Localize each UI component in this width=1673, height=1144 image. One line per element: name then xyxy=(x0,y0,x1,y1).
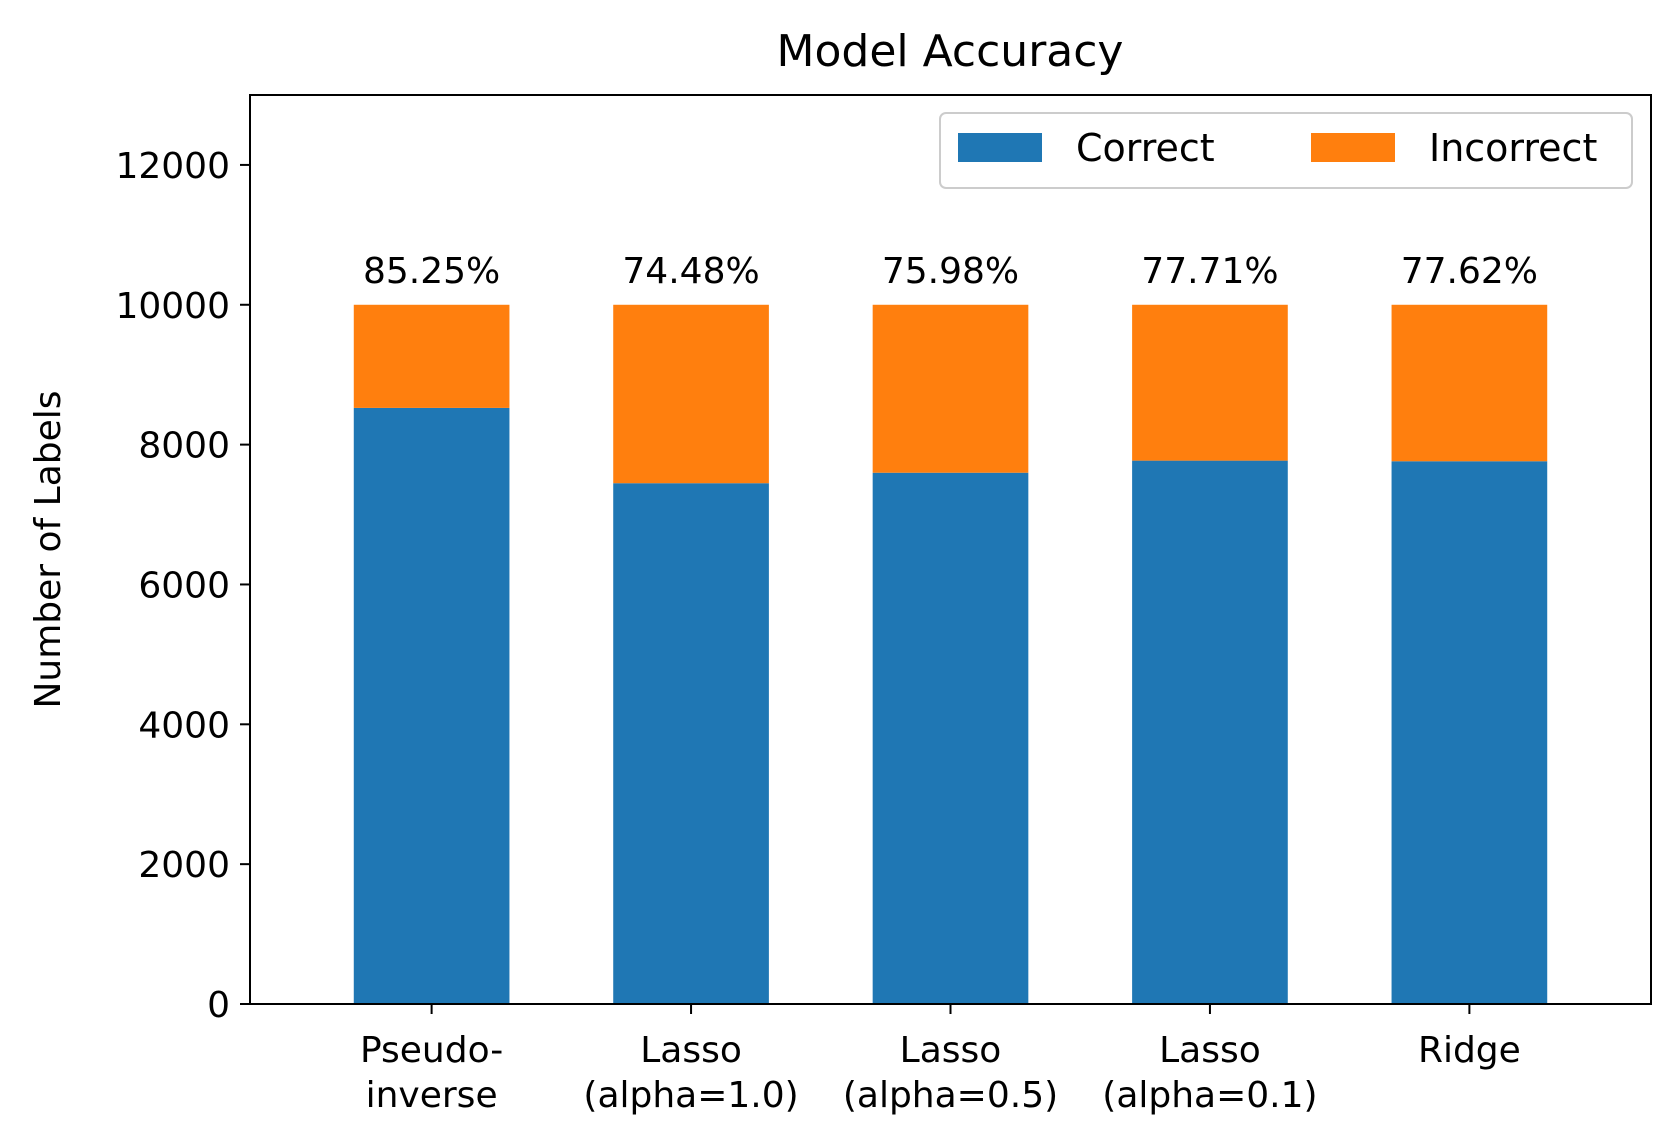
x-tick-label-3: Lasso (alpha=0.1) xyxy=(1102,1030,1317,1116)
legend-swatch-correct xyxy=(958,133,1042,162)
legend-swatch-incorrect xyxy=(1311,133,1395,162)
bar-correct-4 xyxy=(1391,461,1548,1004)
y-tick-label-5: 10000 xyxy=(115,286,230,327)
y-axis: 0 2000 4000 6000 8000 10000 12000 xyxy=(115,146,250,1026)
bar-percentage-label-4: 77.62% xyxy=(1401,251,1538,292)
legend-box xyxy=(939,112,1633,189)
x-tick-label-4: Ridge xyxy=(1418,1030,1521,1071)
bar-correct-0 xyxy=(353,407,510,1004)
x-tick-label-0: Pseudo-inverse xyxy=(360,1030,503,1116)
bar-percentage-label-0: 85.25% xyxy=(363,251,500,292)
legend-label-correct: Correct xyxy=(1076,126,1215,170)
bar-percentage-label-3: 77.71% xyxy=(1141,251,1278,292)
legend-label-incorrect: Incorrect xyxy=(1429,126,1597,170)
chart-title: Model Accuracy xyxy=(777,26,1124,77)
bar-correct-1 xyxy=(613,483,769,1005)
y-tick-label-1: 2000 xyxy=(138,845,230,886)
y-tick-label-6: 12000 xyxy=(115,146,230,187)
bar-incorrect-2 xyxy=(872,304,1029,473)
bar-incorrect-0 xyxy=(353,304,510,408)
bar-correct-2 xyxy=(872,472,1029,1004)
x-axis: Pseudo-inverse Lasso (alpha=1.0) Lasso (alph… xyxy=(360,1004,1521,1116)
bar-percentage-label-1: 74.48% xyxy=(622,251,759,292)
y-tick-label-2: 4000 xyxy=(138,705,230,746)
bar-incorrect-3 xyxy=(1132,304,1288,461)
bar-incorrect-1 xyxy=(613,304,769,484)
bar-incorrect-4 xyxy=(1391,304,1548,462)
percentage-labels: 85.25% 74.48% 75.98% 77.71% 77.62% xyxy=(363,251,1538,292)
y-axis-label: Number of Labels xyxy=(28,390,69,708)
legend: Correct Incorrect xyxy=(939,112,1633,189)
x-tick-label-1: Lasso (alpha=1.0) xyxy=(583,1030,798,1116)
y-tick-label-3: 6000 xyxy=(138,565,230,606)
bar-percentage-label-2: 75.98% xyxy=(882,251,1019,292)
bar-correct-3 xyxy=(1132,460,1288,1004)
plot-frame xyxy=(249,94,1652,1005)
x-tick-label-2: Lasso (alpha=0.5) xyxy=(843,1030,1058,1116)
bars-group xyxy=(353,304,1548,1005)
y-tick-label-0: 0 xyxy=(207,985,230,1026)
y-tick-label-4: 8000 xyxy=(138,426,230,467)
